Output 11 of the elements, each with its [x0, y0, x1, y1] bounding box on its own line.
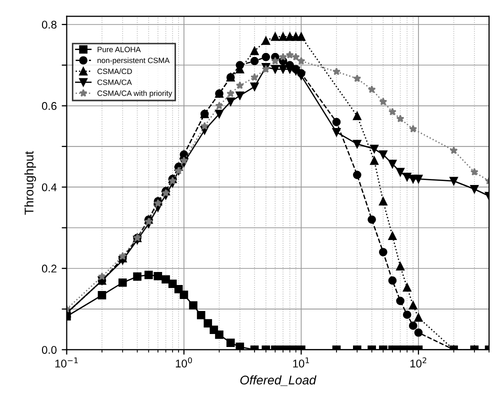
- x-tick-label: 10$^{−1}$: [55, 357, 78, 368]
- y-axis-title: Throughput: [24, 151, 36, 215]
- x-tick-label: 10$^{1}$: [293, 357, 310, 368]
- y-tick-label: 0.2: [42, 264, 56, 273]
- y-tick-label: 0.8: [42, 20, 56, 29]
- x-tick-label: 10$^{2}$: [410, 357, 426, 368]
- y-tick-label: 0.6: [42, 102, 56, 110]
- x-tick-label: 10$^{0}$: [176, 357, 192, 368]
- y-tick-label: 0.4: [42, 183, 57, 192]
- x-axis-title: Offered_Load: [240, 375, 316, 386]
- y-tick-label: 0.0: [42, 346, 57, 354]
